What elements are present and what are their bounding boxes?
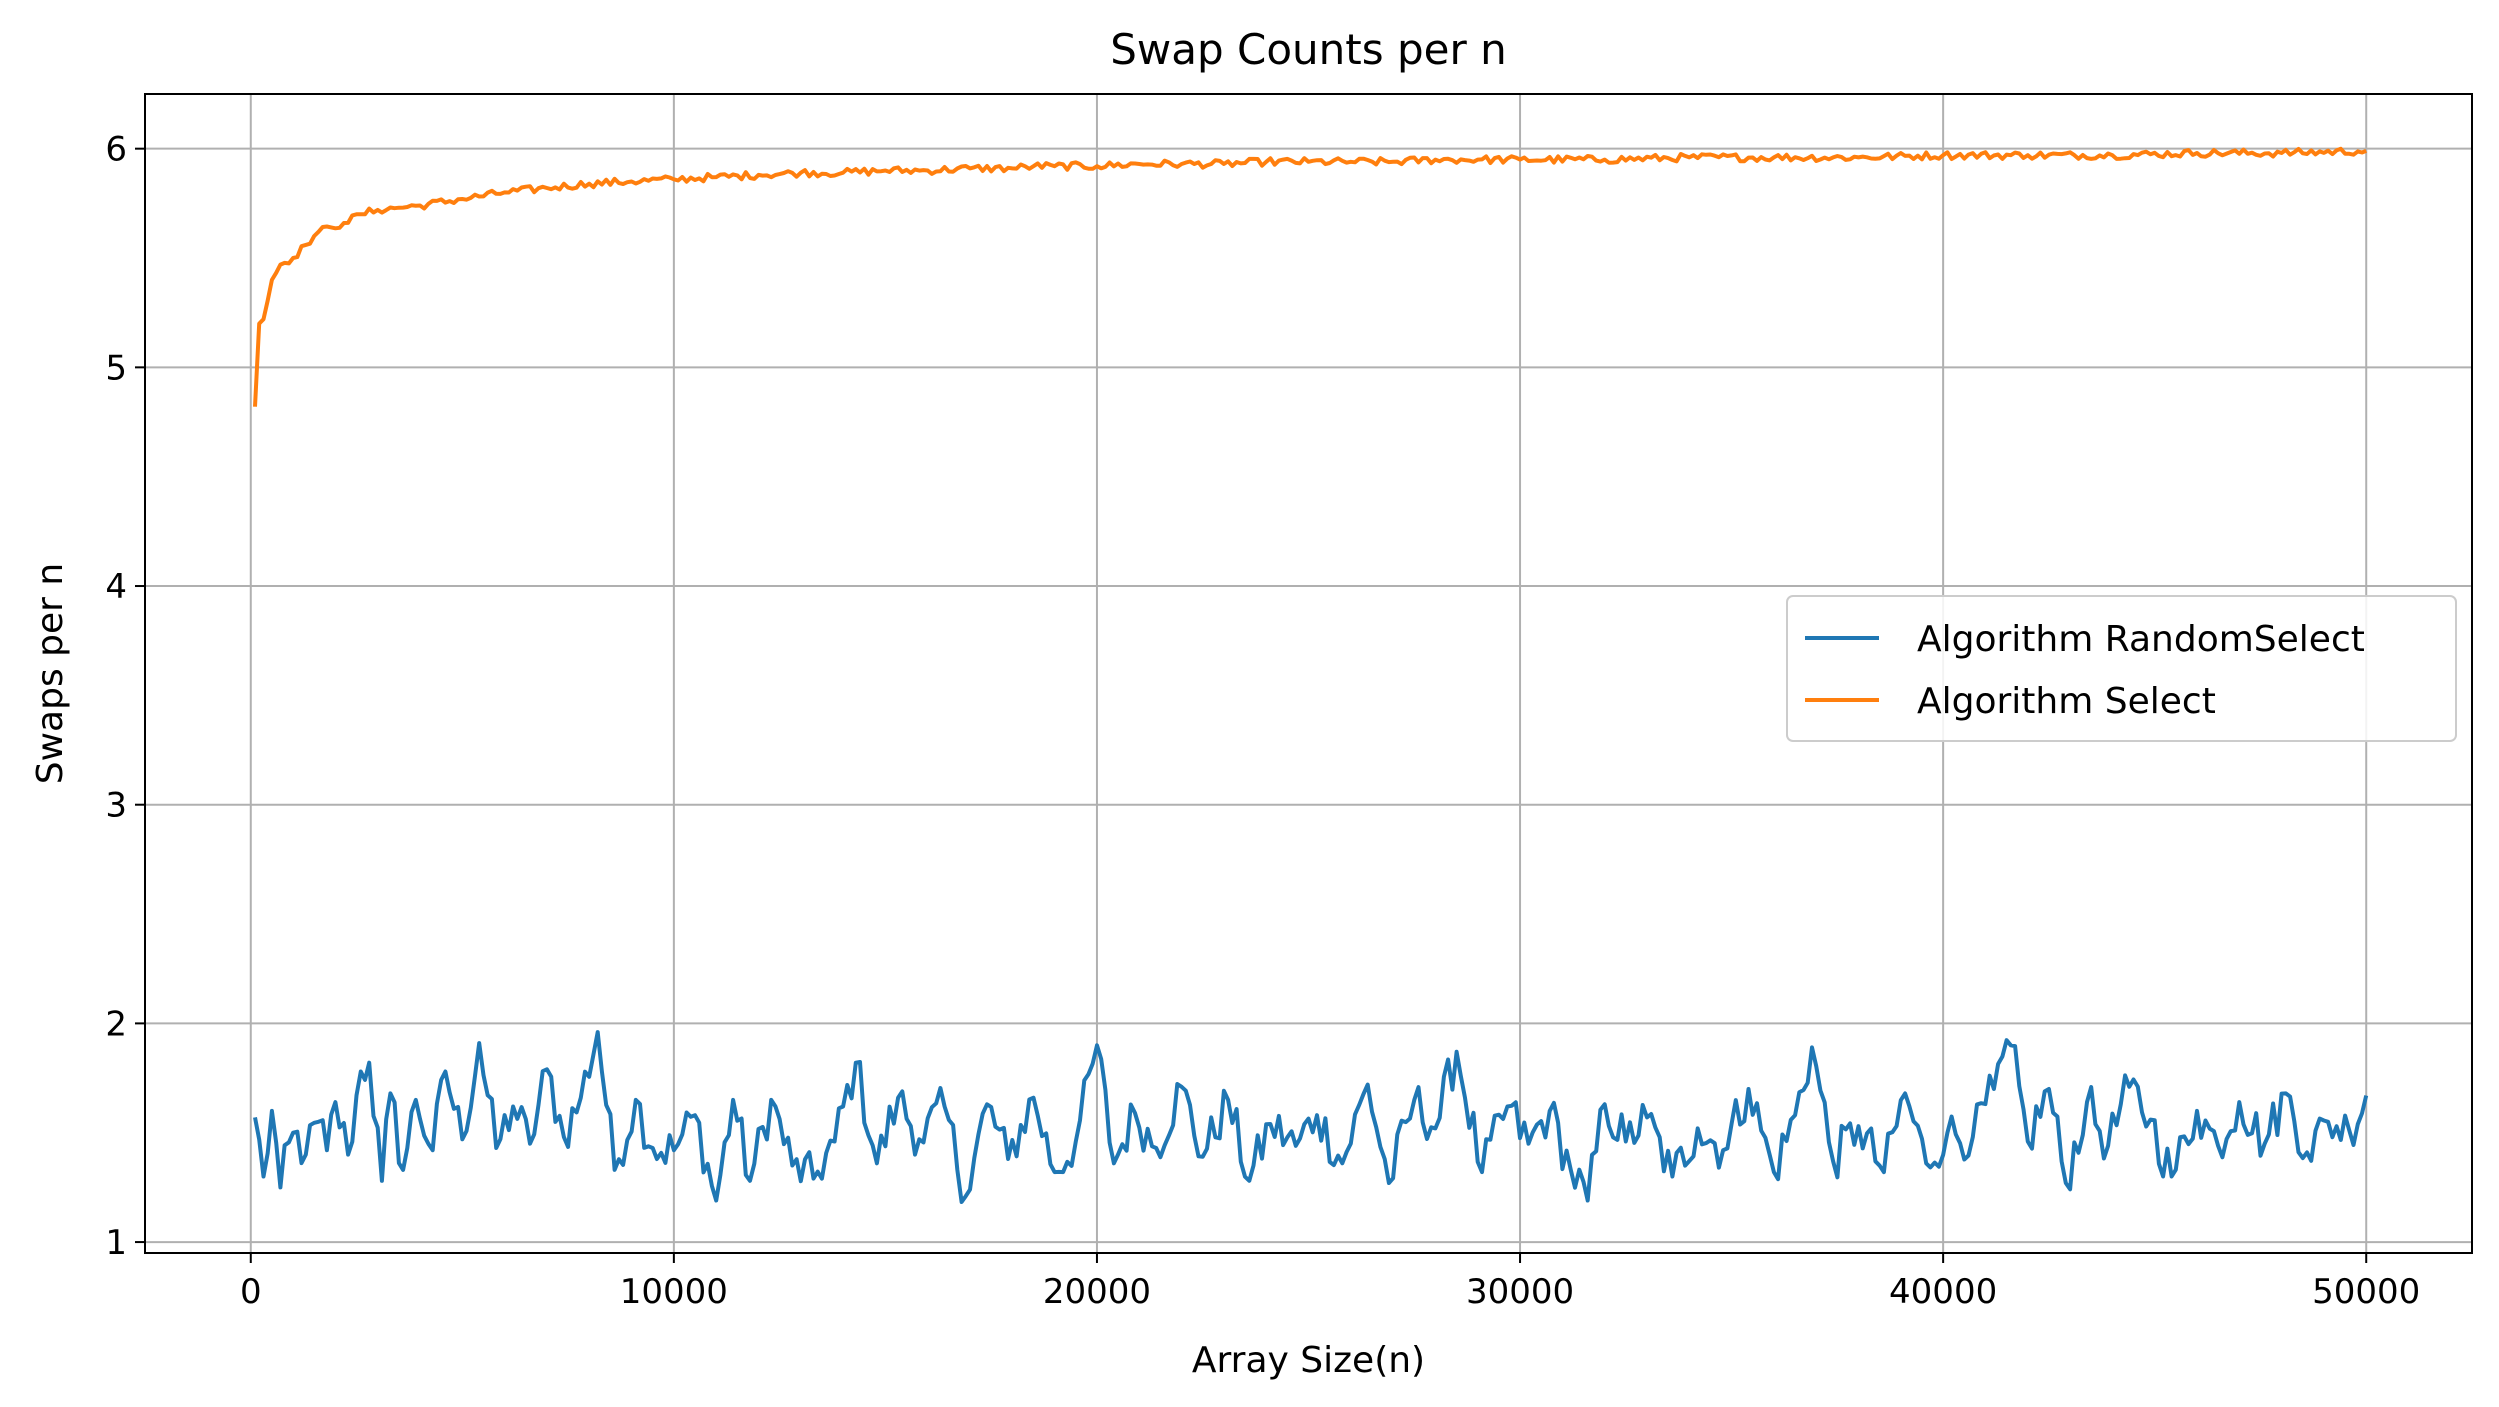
axis-ticks: 0 10000 20000 30000 40000 50000 1 2 3 4 5 6	[105, 130, 2420, 1312]
series-lines	[253, 146, 2369, 1204]
x-tick-label: 0	[240, 1272, 262, 1312]
series-line-randomselect	[253, 1030, 2369, 1204]
y-tick-label: 3	[105, 786, 127, 826]
y-tick-label: 4	[105, 567, 127, 607]
series-line-select	[253, 146, 2367, 407]
legend-box	[1786, 595, 2457, 742]
grid	[145, 94, 2472, 1253]
x-tick-label: 50000	[2312, 1272, 2420, 1312]
x-axis-label: Array Size(n)	[1192, 1340, 1425, 1381]
y-axis-label: Swaps per n	[30, 563, 71, 784]
legend-label-randomselect: Algorithm RandomSelect	[1917, 619, 2365, 660]
x-tick-label: 10000	[620, 1272, 728, 1312]
x-tick-label: 20000	[1043, 1272, 1151, 1312]
chart-title: Swap Counts per n	[1110, 25, 1506, 74]
x-tick-label: 30000	[1466, 1272, 1574, 1312]
x-tick-label: 40000	[1889, 1272, 1997, 1312]
y-tick-label: 1	[105, 1223, 127, 1263]
y-tick-label: 6	[105, 130, 127, 170]
y-tick-label: 5	[105, 348, 127, 388]
plot-frame	[144, 93, 2473, 1254]
legend-label-select: Algorithm Select	[1917, 681, 2216, 722]
y-tick-label: 2	[105, 1004, 127, 1044]
legend: Algorithm RandomSelect Algorithm Select	[1786, 595, 2457, 742]
